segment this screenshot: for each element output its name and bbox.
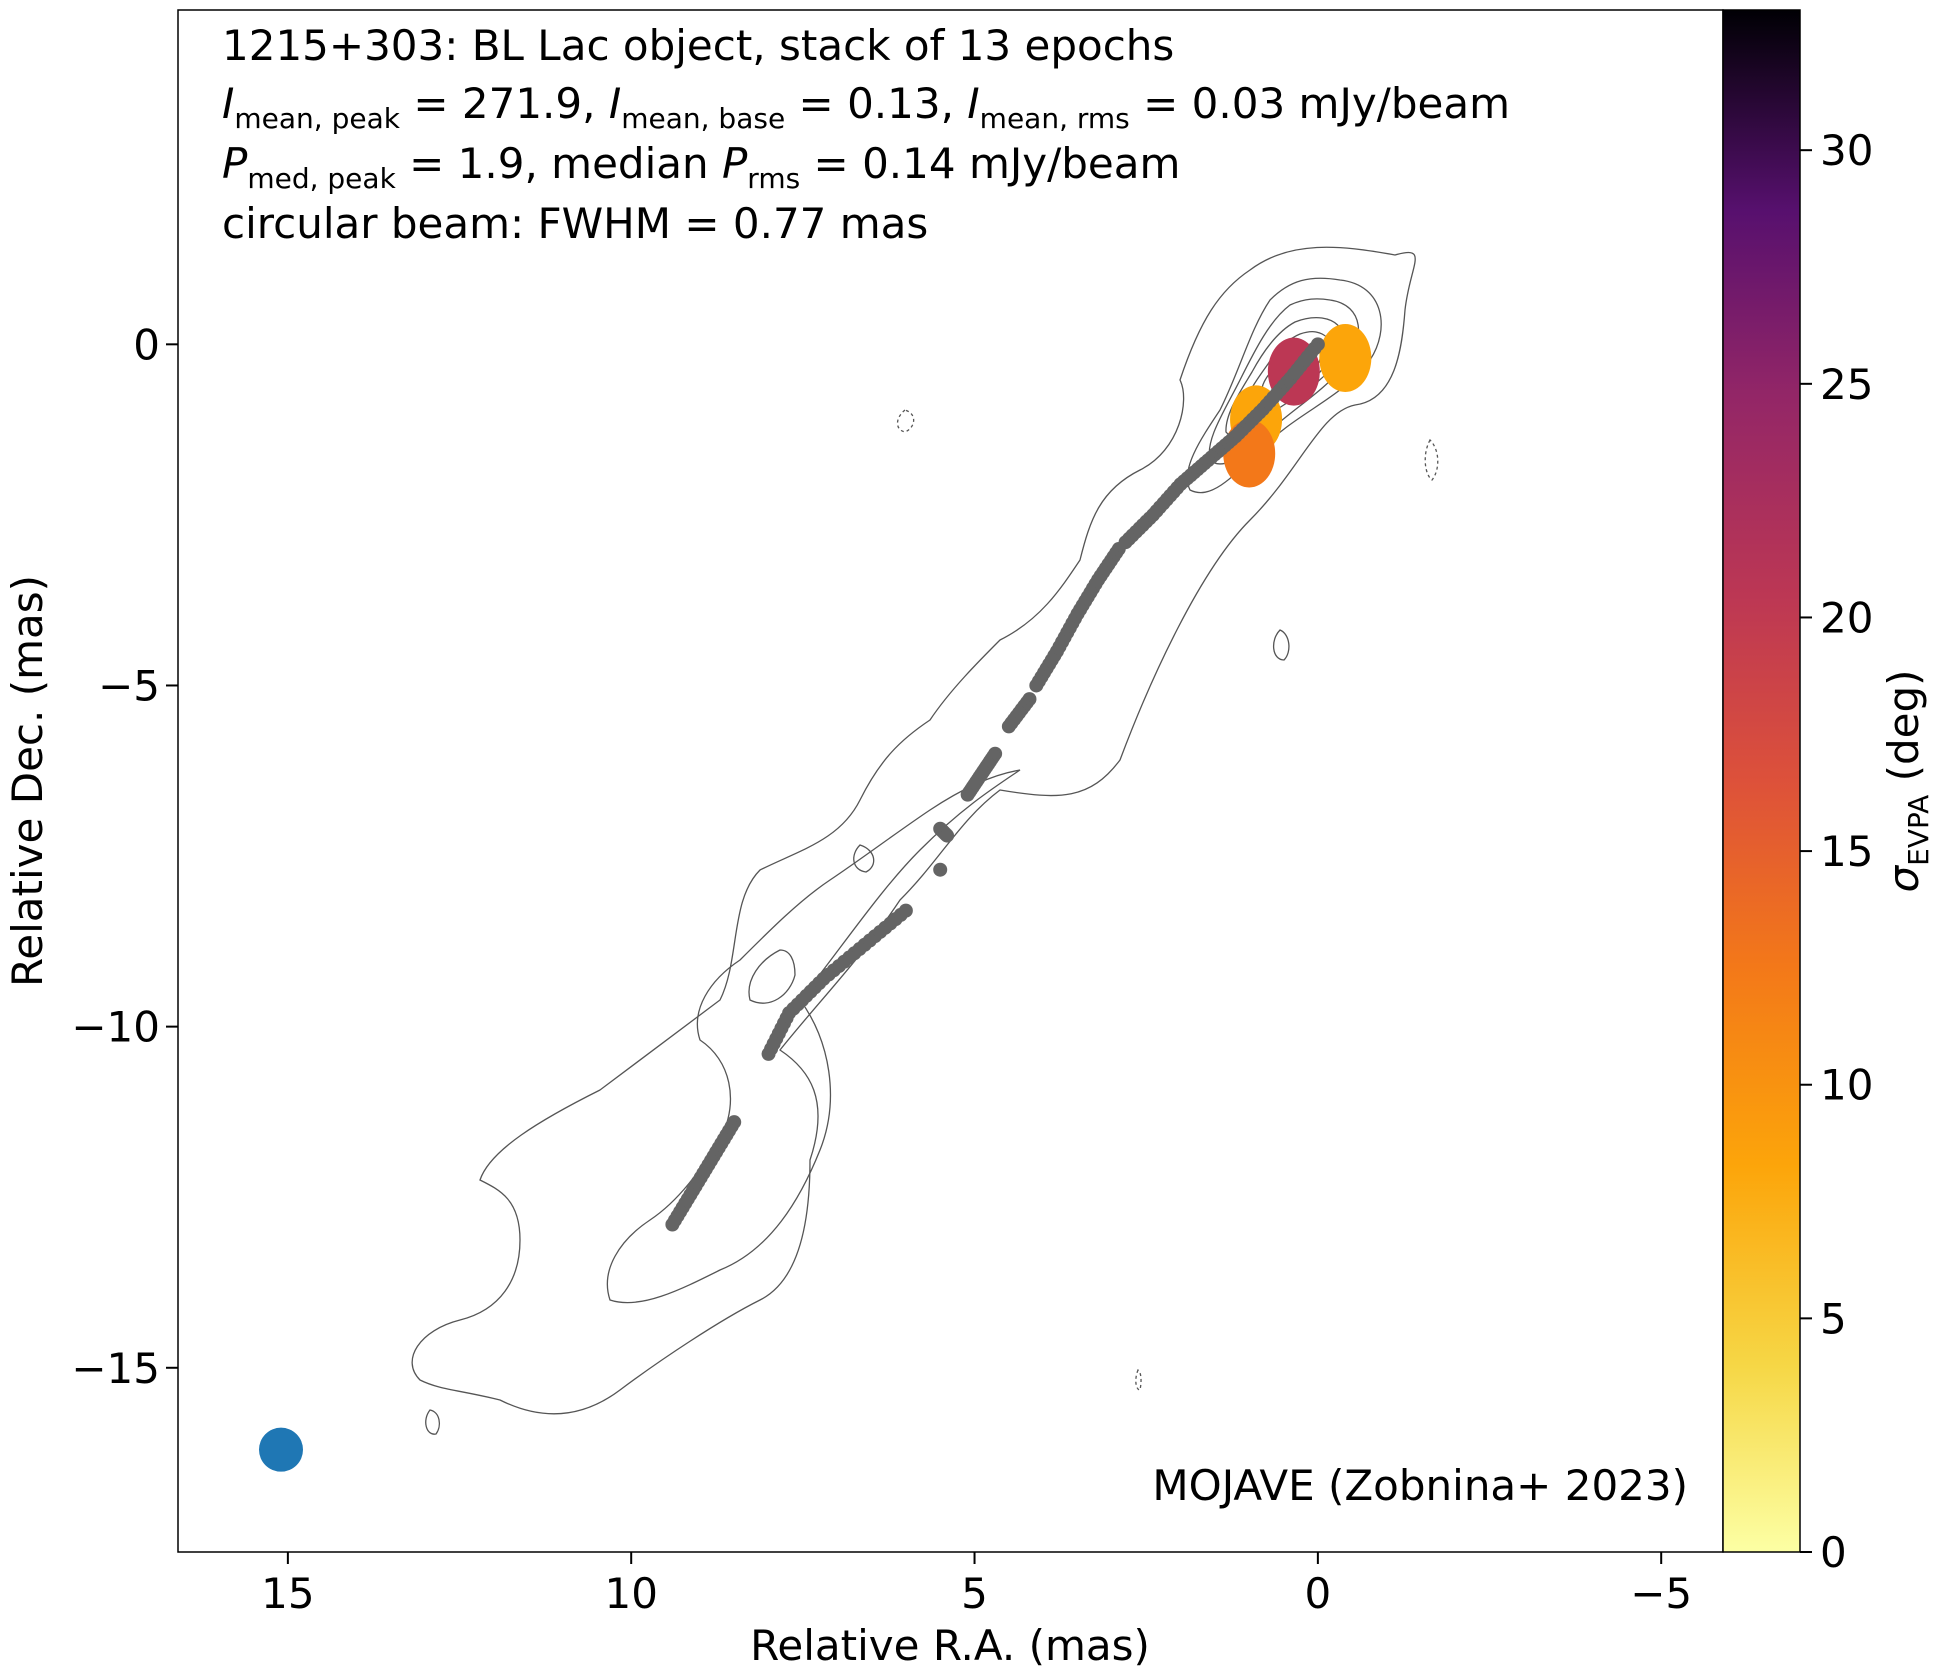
y-tick-label: 0	[133, 320, 160, 369]
ridgeline-point	[940, 828, 955, 843]
colorbar-tick-label: 0	[1820, 1528, 1847, 1577]
colorbar-tick-label: 10	[1820, 1061, 1873, 1110]
colorbar-ticks: 0 5 10 15 20 25 30	[1800, 126, 1873, 1577]
y-tick-label: −10	[71, 1003, 160, 1052]
ridgeline-points	[665, 337, 1325, 1232]
contour-blob-b	[1273, 629, 1290, 661]
colorbar-tick-label: 20	[1820, 593, 1873, 642]
colorbar	[1722, 9, 1801, 1553]
plot-area	[177, 9, 1724, 1553]
ridgeline-point	[960, 787, 975, 802]
ridgeline-point	[665, 1217, 680, 1232]
ridgeline-point	[933, 862, 948, 877]
x-tick-label: 5	[961, 1569, 988, 1618]
x-tick-label: 0	[1304, 1569, 1331, 1618]
ridgeline-point	[1029, 678, 1044, 693]
title-line-1: 1215+303: BL Lac object, stack of 13 epo…	[222, 21, 1174, 70]
ridgeline-point	[1001, 719, 1016, 734]
contour-blob-a	[853, 844, 875, 873]
contour-knot	[748, 949, 796, 1004]
colorbar-tick-label: 5	[1820, 1294, 1847, 1343]
contour-neg-3	[1135, 1369, 1142, 1391]
y-tick-label: −5	[98, 661, 160, 710]
y-axis: 0 −5 −10 −15	[71, 320, 178, 1393]
contour-neg-1	[896, 409, 915, 433]
x-axis: 15 10 5 0 −5	[261, 1552, 1692, 1618]
stats-line-intensity: Imean, peak = 271.9, Imean, base = 0.13,…	[222, 79, 1510, 135]
ridgeline-point	[761, 1046, 776, 1061]
y-tick-label: −15	[71, 1344, 160, 1393]
x-axis-label: Relative R.A. (mas)	[750, 1621, 1150, 1670]
credit-label: MOJAVE (Zobnina+ 2023)	[1152, 1461, 1688, 1510]
colorbar-tick-label: 15	[1820, 827, 1873, 876]
colorbar-tick-label: 30	[1820, 126, 1873, 175]
x-tick-label: 15	[261, 1569, 314, 1618]
contour-outer	[411, 246, 1416, 1415]
contour-neg-2	[1424, 438, 1439, 481]
evpa-patch	[1319, 323, 1372, 392]
x-tick-label: 10	[604, 1569, 657, 1618]
stats-line-polarization: Pmed, peak = 1.9, median Prms = 0.14 mJy…	[222, 139, 1180, 195]
y-axis-label: Relative Dec. (mas)	[3, 575, 52, 987]
contour-blob-c	[425, 1409, 441, 1435]
colorbar-label: σEVPA (deg)	[1879, 669, 1934, 892]
x-tick-label: −5	[1630, 1569, 1692, 1618]
beam-circle	[259, 1427, 303, 1472]
header-annotation: 1215+303: BL Lac object, stack of 13 epo…	[222, 21, 1510, 248]
colorbar-tick-label: 25	[1820, 360, 1873, 409]
title-line-beam: circular beam: FWHM = 0.77 mas	[222, 199, 928, 248]
plot-content	[259, 246, 1439, 1472]
